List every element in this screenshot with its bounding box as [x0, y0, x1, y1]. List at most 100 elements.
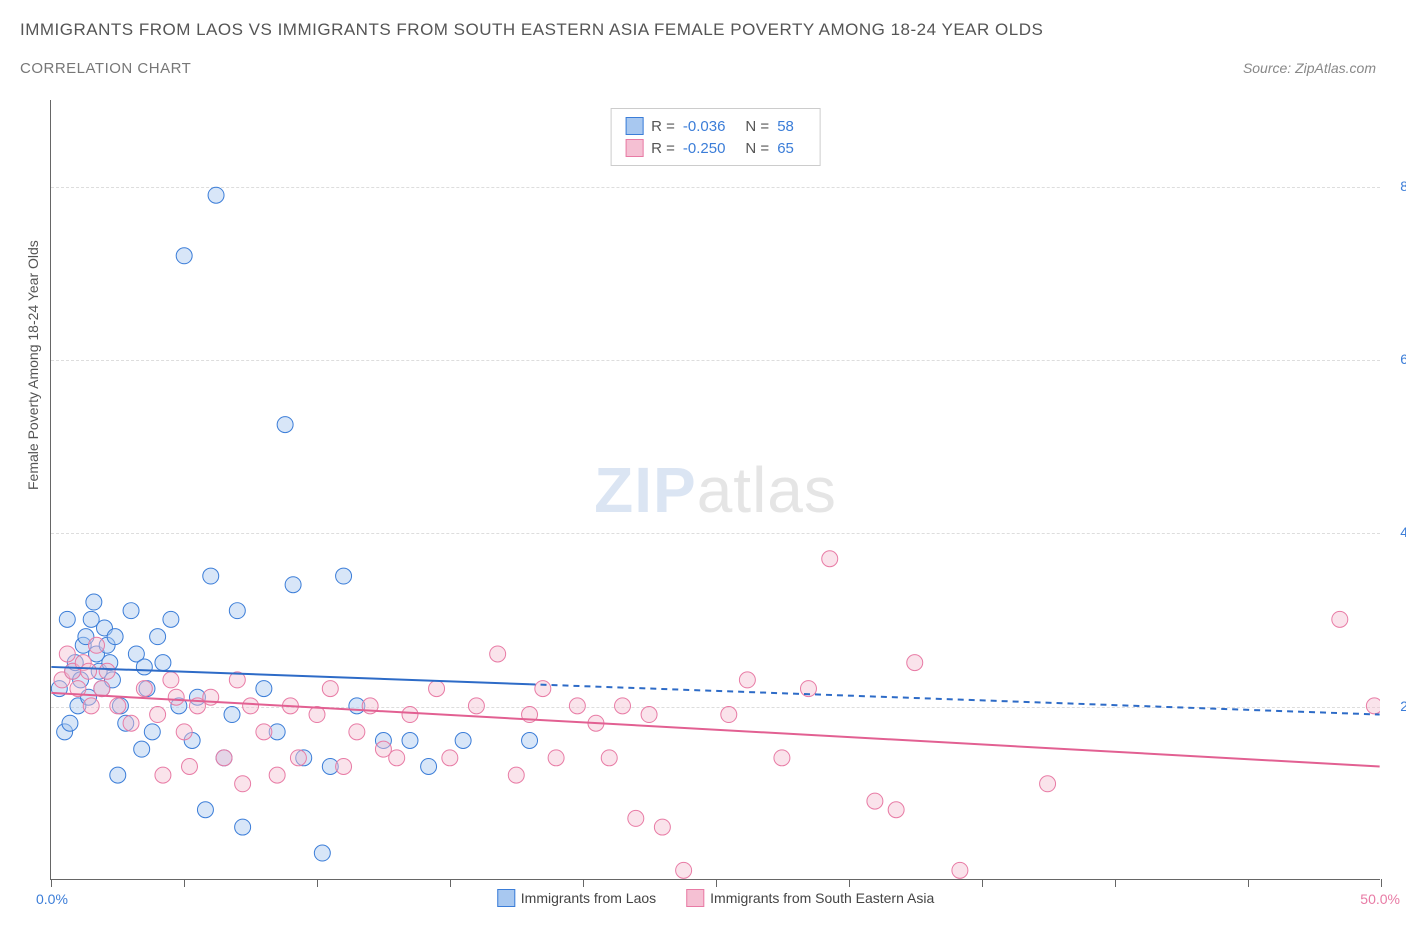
scatter-point [110, 698, 126, 714]
x-tick [849, 879, 850, 887]
r-value-laos: -0.036 [683, 118, 726, 135]
n-value-sea: 65 [777, 140, 794, 157]
scatter-point [421, 758, 437, 774]
scatter-point [123, 715, 139, 731]
legend-item-laos: Immigrants from Laos [497, 889, 656, 907]
y-tick-label: 20.0% [1385, 698, 1406, 714]
scatter-point [86, 594, 102, 610]
trend-line-extension [530, 684, 1380, 714]
scatter-point [155, 655, 171, 671]
swatch-blue-icon [497, 889, 515, 907]
y-tick-label: 80.0% [1385, 178, 1406, 194]
scatter-point [508, 767, 524, 783]
scatter-point [59, 611, 75, 627]
scatter-point [269, 767, 285, 783]
scatter-point [224, 707, 240, 723]
scatter-point [455, 733, 471, 749]
scatter-point [389, 750, 405, 766]
scatter-point [336, 568, 352, 584]
scatter-point [402, 733, 418, 749]
scatter-point [628, 810, 644, 826]
chart-subtitle: CORRELATION CHART [20, 60, 191, 77]
scatter-point [123, 603, 139, 619]
scatter-point [402, 707, 418, 723]
scatter-point [83, 698, 99, 714]
scatter-point [601, 750, 617, 766]
scatter-point [490, 646, 506, 662]
scatter-point [229, 603, 245, 619]
n-label: N = [745, 118, 769, 135]
scatter-point [952, 862, 968, 878]
x-tick [1248, 879, 1249, 887]
scatter-point [349, 724, 365, 740]
scatter-point [548, 750, 564, 766]
scatter-point [203, 568, 219, 584]
scatter-point [535, 681, 551, 697]
n-label: N = [745, 140, 769, 157]
scatter-point [522, 733, 538, 749]
scatter-point [144, 724, 160, 740]
x-tick [317, 879, 318, 887]
x-tick [583, 879, 584, 887]
x-axis-min-label: 0.0% [36, 891, 68, 907]
scatter-point [89, 637, 105, 653]
scatter-point [654, 819, 670, 835]
scatter-point [216, 750, 232, 766]
scatter-point [134, 741, 150, 757]
scatter-point [182, 758, 198, 774]
stats-row-sea: R = -0.250 N = 65 [625, 137, 806, 159]
scatter-point [59, 646, 75, 662]
y-tick-label: 40.0% [1385, 524, 1406, 540]
legend-item-sea: Immigrants from South Eastern Asia [686, 889, 934, 907]
scatter-svg [51, 100, 1380, 879]
scatter-point [569, 698, 585, 714]
chart-title: IMMIGRANTS FROM LAOS VS IMMIGRANTS FROM … [20, 20, 1043, 40]
scatter-point [641, 707, 657, 723]
scatter-point [256, 681, 272, 697]
scatter-point [136, 659, 152, 675]
r-value-sea: -0.250 [683, 140, 726, 157]
scatter-point [615, 698, 631, 714]
scatter-point [107, 629, 123, 645]
trend-line [51, 667, 529, 684]
scatter-point [277, 417, 293, 433]
y-axis-label: Female Poverty Among 18-24 Year Olds [25, 240, 41, 490]
x-tick [51, 879, 52, 887]
scatter-point [888, 802, 904, 818]
scatter-point [290, 750, 306, 766]
scatter-point [208, 187, 224, 203]
scatter-point [336, 758, 352, 774]
scatter-point [150, 629, 166, 645]
swatch-blue-icon [625, 117, 643, 135]
scatter-point [468, 698, 484, 714]
scatter-point [155, 767, 171, 783]
scatter-point [721, 707, 737, 723]
bottom-legend: Immigrants from Laos Immigrants from Sou… [497, 889, 934, 907]
trend-line [51, 693, 1379, 767]
scatter-point [197, 802, 213, 818]
scatter-point [442, 750, 458, 766]
source-attribution: Source: ZipAtlas.com [1243, 60, 1376, 76]
legend-label-sea: Immigrants from South Eastern Asia [710, 890, 934, 906]
scatter-point [62, 715, 78, 731]
swatch-pink-icon [686, 889, 704, 907]
x-tick [716, 879, 717, 887]
scatter-point [285, 577, 301, 593]
correlation-stats-box: R = -0.036 N = 58 R = -0.250 N = 65 [610, 108, 821, 166]
scatter-point [110, 767, 126, 783]
scatter-point [81, 663, 97, 679]
y-tick-label: 60.0% [1385, 351, 1406, 367]
x-tick [1381, 879, 1382, 887]
x-tick [450, 879, 451, 887]
scatter-point [314, 845, 330, 861]
scatter-point [867, 793, 883, 809]
scatter-point [163, 611, 179, 627]
scatter-point [256, 724, 272, 740]
stats-row-laos: R = -0.036 N = 58 [625, 115, 806, 137]
x-tick [184, 879, 185, 887]
scatter-point [163, 672, 179, 688]
scatter-point [1040, 776, 1056, 792]
scatter-point [136, 681, 152, 697]
n-value-laos: 58 [777, 118, 794, 135]
legend-label-laos: Immigrants from Laos [521, 890, 656, 906]
